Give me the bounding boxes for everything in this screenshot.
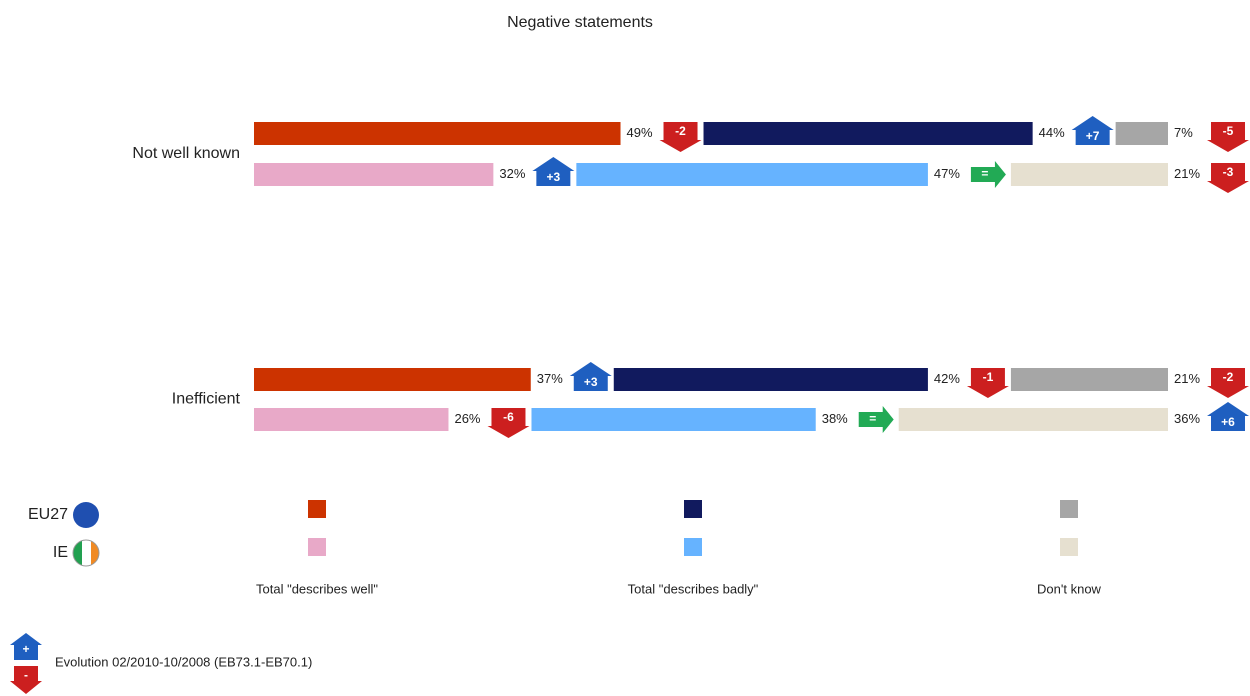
value-label: 21% (1174, 166, 1200, 181)
evolution-arrow (1207, 402, 1249, 431)
segment-label: Don't know (1037, 581, 1102, 596)
bar (254, 408, 449, 431)
value-label: 7% (1174, 125, 1193, 140)
bar (576, 163, 928, 186)
value-label: 32% (499, 166, 525, 181)
evolution-arrow (1207, 163, 1249, 193)
legend-label: EU27 (28, 506, 68, 523)
chart-title: Negative statements (507, 14, 653, 31)
evolution-arrow (970, 161, 1006, 188)
evolution-arrow-label: +6 (1221, 415, 1235, 429)
evolution-arrow-label: -5 (1223, 124, 1234, 138)
bar (898, 408, 1168, 431)
value-label: 47% (934, 166, 960, 181)
category-label: Not well known (132, 145, 240, 162)
legend-down-arrow (10, 666, 42, 694)
bar (1115, 122, 1168, 145)
value-label: 37% (537, 371, 563, 386)
evolution-arrow-label: -6 (503, 410, 514, 424)
segment-label: Total "describes well" (256, 581, 378, 596)
evolution-arrow-label: +3 (547, 170, 561, 184)
legend-swatch (308, 538, 326, 556)
eu-flag (73, 502, 99, 528)
bar (1010, 163, 1168, 186)
legend-swatch (1060, 538, 1078, 556)
legend-up-arrow (10, 633, 42, 660)
legend-swatch (684, 538, 702, 556)
evolution-text: Evolution 02/2010-10/2008 (EB73.1-EB70.1… (55, 654, 312, 669)
value-label: 42% (934, 371, 960, 386)
evolution-arrow (1207, 122, 1249, 152)
bar (254, 368, 531, 391)
evolution-arrow-label: -3 (1223, 165, 1234, 179)
evolution-arrow-label: +3 (584, 375, 598, 389)
legend-up-label: + (22, 642, 29, 656)
evolution-arrow-label: = (981, 167, 988, 181)
bar (1010, 368, 1168, 391)
value-label: 21% (1174, 371, 1200, 386)
legend-swatch (308, 500, 326, 518)
legend-swatch (1060, 500, 1078, 518)
evolution-arrow (1071, 116, 1114, 145)
value-label: 44% (1039, 125, 1065, 140)
value-label: 49% (627, 125, 653, 140)
legend-down-label: - (24, 668, 28, 682)
evolution-arrow-label: -2 (675, 124, 686, 138)
legend-swatch (684, 500, 702, 518)
category-label: Inefficient (172, 391, 241, 408)
value-label: 36% (1174, 411, 1200, 426)
evolution-arrow (966, 368, 1009, 398)
bar (254, 122, 621, 145)
evolution-arrow (858, 406, 894, 433)
evolution-arrow-label: -2 (1223, 370, 1234, 384)
value-label: 38% (822, 411, 848, 426)
evolution-arrow-label: -1 (983, 370, 994, 384)
bar (703, 122, 1033, 145)
legend-label: IE (53, 544, 68, 561)
evolution-arrow-label: +7 (1086, 129, 1100, 143)
evolution-arrow (569, 362, 612, 391)
bar (613, 368, 928, 391)
segment-label: Total "describes badly" (628, 581, 759, 596)
evolution-arrow (1207, 368, 1249, 398)
evolution-arrow (487, 408, 530, 438)
ie-flag (72, 539, 100, 567)
bar (531, 408, 816, 431)
bar (254, 163, 494, 186)
evolution-arrow-label: = (869, 412, 876, 426)
evolution-arrow (659, 122, 702, 152)
value-label: 26% (454, 411, 480, 426)
evolution-arrow (532, 157, 575, 186)
